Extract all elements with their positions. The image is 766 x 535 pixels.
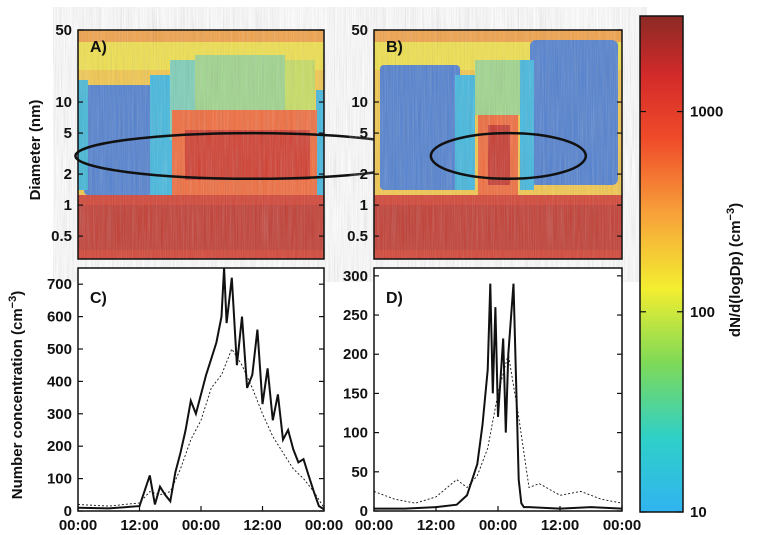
panel-b: B) 50 10 5 2 1 0.5 — [347, 22, 623, 260]
series-line-solid — [77, 267, 325, 511]
y-tick-label: 0 — [360, 503, 368, 520]
panel-d-plot — [373, 283, 623, 510]
x-tick-label: 12:00 — [541, 517, 579, 534]
panel-c-x-ticks: 00:00 12:00 00:00 12:00 00:00 — [59, 506, 343, 534]
x-tick-label: 00:00 — [355, 517, 393, 534]
x-tick-label: 12:00 — [120, 517, 158, 534]
y-tick-label: 150 — [343, 385, 368, 402]
colorbar-ticks: 1000 100 10 — [640, 104, 723, 521]
x-tick-label: 00:00 — [59, 517, 97, 534]
heat-noise — [78, 30, 324, 259]
panel-c-label: C) — [90, 290, 107, 307]
y-tick-label: 500 — [47, 341, 72, 358]
y-axis-label-diameter: Diameter (nm) — [27, 100, 44, 201]
colorbar: 1000 100 10 dN/d(logDp) (cm−3) — [639, 15, 744, 521]
panel-c-frame — [77, 267, 325, 512]
y-tick-label: 50 — [351, 22, 368, 39]
panel-d-x-ticks: 00:00 12:00 00:00 12:00 00:00 — [355, 506, 641, 534]
colorbar-tick-label: 10 — [690, 504, 707, 521]
series-line-dotted — [373, 354, 623, 504]
series-line-solid — [374, 283, 623, 510]
panel-a-frame — [77, 29, 325, 260]
panel-c-y-ticks: 0 100 200 300 400 500 600 700 — [47, 276, 324, 520]
x-tick-label: 00:00 — [603, 517, 641, 534]
colorbar-tick-label: 1000 — [690, 104, 723, 121]
y-tick-label: 10 — [351, 94, 368, 111]
panel-c-plot — [77, 267, 325, 511]
panel-d: D) 0 50 100 150 200 250 300 00:00 12:00 00:00 12:… — [343, 267, 641, 534]
y-tick-label: 700 — [47, 276, 72, 293]
ellipse-annotation — [429, 131, 588, 181]
panel-a-y-ticks: 50 10 5 2 1 0.5 — [51, 22, 324, 245]
panel-b-frame — [373, 29, 623, 260]
y-tick-label: 600 — [47, 309, 72, 326]
panel-a-label: A) — [90, 39, 107, 56]
y-tick-label: 2 — [64, 166, 72, 183]
y-tick-label: 100 — [47, 471, 72, 488]
panel-a: A) 50 10 5 2 1 0.5 — [51, 22, 431, 260]
y-tick-label: 100 — [343, 425, 368, 442]
y-tick-label: 2 — [360, 166, 368, 183]
y-tick-label: 200 — [343, 346, 368, 363]
y-tick-label: 0.5 — [51, 228, 72, 245]
x-tick-label: 00:00 — [305, 517, 343, 534]
y-tick-label: 50 — [55, 22, 72, 39]
y-tick-label: 300 — [47, 406, 72, 423]
y-tick-label: 0 — [64, 503, 72, 520]
panel-b-y-ticks: 50 10 5 2 1 0.5 — [347, 22, 622, 245]
y-tick-label: 200 — [47, 438, 72, 455]
panel-b-label: B) — [386, 39, 403, 56]
y-tick-label: 5 — [360, 125, 368, 142]
x-tick-label: 00:00 — [479, 517, 517, 534]
heat-noise — [374, 30, 622, 259]
y-tick-label: 300 — [343, 268, 368, 285]
y-tick-label: 10 — [55, 94, 72, 111]
y-axis-label-number: Number concentration (cm−3) — [7, 291, 26, 499]
y-tick-label: 50 — [351, 464, 368, 481]
colorbar-gradient — [639, 15, 684, 513]
y-tick-label: 0.5 — [347, 228, 368, 245]
series-line-dotted — [77, 348, 325, 509]
panel-d-label: D) — [386, 290, 403, 307]
colorbar-label: dN/d(logDp) (cm−3) — [725, 203, 744, 337]
y-tick-label: 5 — [64, 125, 72, 142]
colorbar-tick-label: 100 — [690, 304, 715, 321]
y-tick-label: 250 — [343, 307, 368, 324]
x-tick-label: 12:00 — [417, 517, 455, 534]
y-tick-label: 1 — [360, 197, 368, 214]
x-tick-label: 00:00 — [182, 517, 220, 534]
y-tick-label: 1 — [64, 197, 72, 214]
panel-d-y-ticks: 0 50 100 150 200 250 300 — [343, 268, 622, 520]
x-tick-label: 12:00 — [243, 517, 281, 534]
y-tick-label: 400 — [47, 373, 72, 390]
